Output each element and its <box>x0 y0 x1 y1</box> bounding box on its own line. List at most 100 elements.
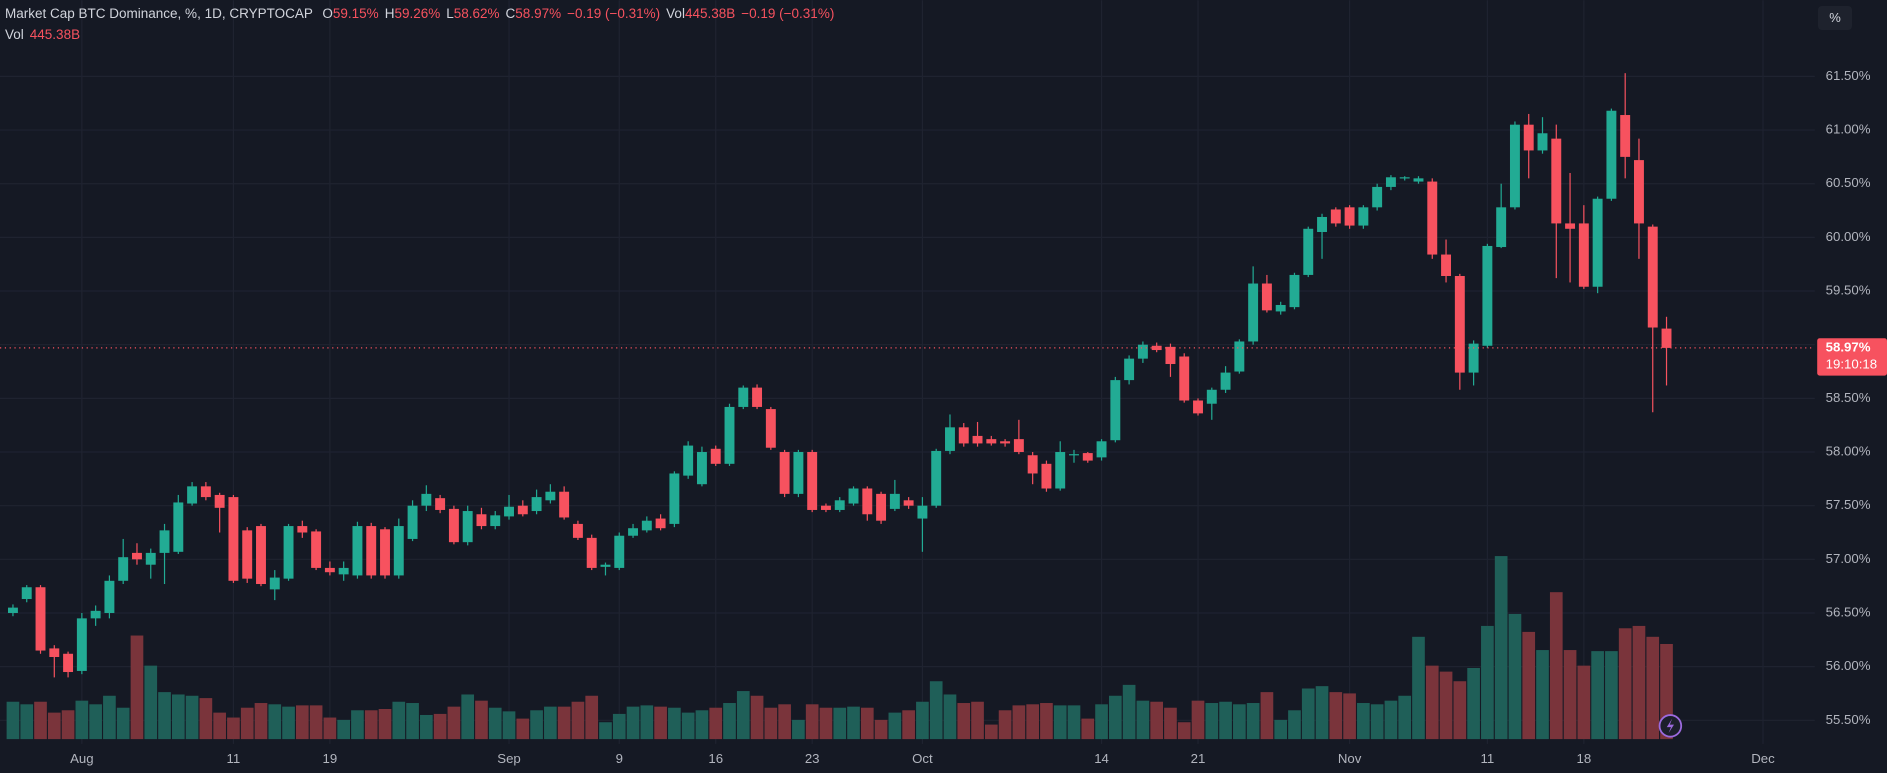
volume-bar <box>1260 692 1274 740</box>
candle-body <box>917 505 928 519</box>
volume-bar <box>1233 704 1246 740</box>
candle-body <box>945 427 955 451</box>
candle-body <box>1344 207 1355 226</box>
candle-body <box>1454 276 1465 373</box>
volume-bar <box>530 710 543 740</box>
volume-bar <box>47 712 61 740</box>
candle-body <box>572 523 583 538</box>
volume-bar <box>1632 625 1646 740</box>
candle-body <box>1441 254 1452 277</box>
vol-value: 445.38B <box>684 6 736 21</box>
volume-bar <box>1053 705 1067 740</box>
y-tick-label: 59.50% <box>1826 283 1871 298</box>
candle-body <box>7 607 18 613</box>
vol-change: −0.19 (−0.31%) <box>741 6 835 21</box>
candle-body <box>159 530 170 553</box>
volume-bar <box>805 704 819 740</box>
candle-body <box>1303 228 1314 275</box>
candle-body <box>1069 454 1079 456</box>
volume-bar <box>612 713 626 740</box>
volume-bar <box>1177 722 1191 740</box>
lightning-icon[interactable] <box>1658 714 1683 738</box>
volume-bar <box>943 694 957 740</box>
candle-body <box>187 486 198 504</box>
candle-body <box>21 587 32 600</box>
volume-bar <box>723 703 736 740</box>
candle-body <box>1606 110 1617 199</box>
candle-body <box>696 452 707 485</box>
candle-body <box>683 445 694 476</box>
candle-body <box>1399 177 1410 179</box>
candle-body <box>380 529 390 576</box>
candle-body <box>1385 177 1396 187</box>
volume-bar <box>1067 705 1081 740</box>
volume-bar <box>860 707 874 740</box>
volume-bar <box>130 635 144 740</box>
candle-body <box>641 520 652 531</box>
x-tick-label: Aug <box>70 751 94 766</box>
volume-bar <box>337 719 351 740</box>
volume-bar <box>1618 628 1632 740</box>
candle-body <box>462 511 473 543</box>
candle-body <box>1137 344 1148 359</box>
candle-body <box>421 493 432 506</box>
volume-bar <box>282 706 295 740</box>
axes: 55.50% 56.00% 56.50% 57.00% 57.50% 58.00% 58.5… <box>70 68 1887 766</box>
candle-body <box>600 564 611 567</box>
volume-bar <box>833 707 847 740</box>
volume-bar <box>1384 700 1398 740</box>
volume-bar <box>585 695 599 740</box>
candle-body <box>1179 356 1190 401</box>
volume-bar <box>544 706 557 740</box>
volume-bar <box>1108 695 1122 740</box>
candles <box>0 73 1815 678</box>
volume-bar <box>34 701 47 740</box>
candle-body <box>765 409 776 448</box>
series-title: Market Cap BTC Dominance, %, 1D, CRYPTOC… <box>5 6 313 21</box>
candle-body <box>476 514 487 527</box>
candle-body <box>876 493 887 521</box>
y-tick-label: 60.50% <box>1826 175 1871 190</box>
x-tick-label: Dec <box>1751 751 1775 766</box>
volume-bar <box>902 710 915 740</box>
percent-scale-button[interactable]: % <box>1818 6 1852 30</box>
y-tick-label: 61.00% <box>1826 122 1871 137</box>
volume-bar <box>227 717 240 740</box>
volume-bar <box>1563 650 1577 740</box>
candle-body <box>1496 207 1507 248</box>
volume-bar <box>1026 704 1039 740</box>
candle-body <box>834 500 845 510</box>
volume-bar <box>364 710 378 740</box>
candle-body <box>283 526 294 579</box>
change-value: −0.19 (−0.31%) <box>567 6 661 21</box>
candle-body <box>228 497 239 581</box>
volume-bar <box>1494 556 1508 740</box>
candle-body <box>1317 216 1327 233</box>
candle-body <box>1509 124 1520 208</box>
volume-bar <box>61 710 75 740</box>
volume-bar <box>295 705 309 740</box>
x-tick-label: 14 <box>1094 751 1109 766</box>
candle-body <box>958 427 969 444</box>
x-tick-label: 9 <box>616 751 623 766</box>
candle-body <box>269 577 280 590</box>
y-tick-label: 56.00% <box>1826 658 1871 673</box>
candle-body <box>889 493 900 509</box>
candle-body <box>1206 389 1217 404</box>
candle-body <box>76 618 87 671</box>
volume-bar <box>557 706 571 740</box>
close-label: C <box>505 6 516 21</box>
volume-bar <box>1646 636 1660 740</box>
candle-body <box>256 526 266 585</box>
candle-body <box>669 473 680 524</box>
volume-bar <box>1095 704 1108 740</box>
candle-body <box>862 488 873 515</box>
volume-bar <box>1081 718 1095 740</box>
low-label: L <box>446 6 454 21</box>
candle-body <box>972 435 983 444</box>
candle-body <box>931 450 942 506</box>
candle-body <box>531 497 542 512</box>
candle-body <box>1248 283 1259 342</box>
volume-bar <box>323 717 337 740</box>
candle-body <box>1578 223 1589 287</box>
